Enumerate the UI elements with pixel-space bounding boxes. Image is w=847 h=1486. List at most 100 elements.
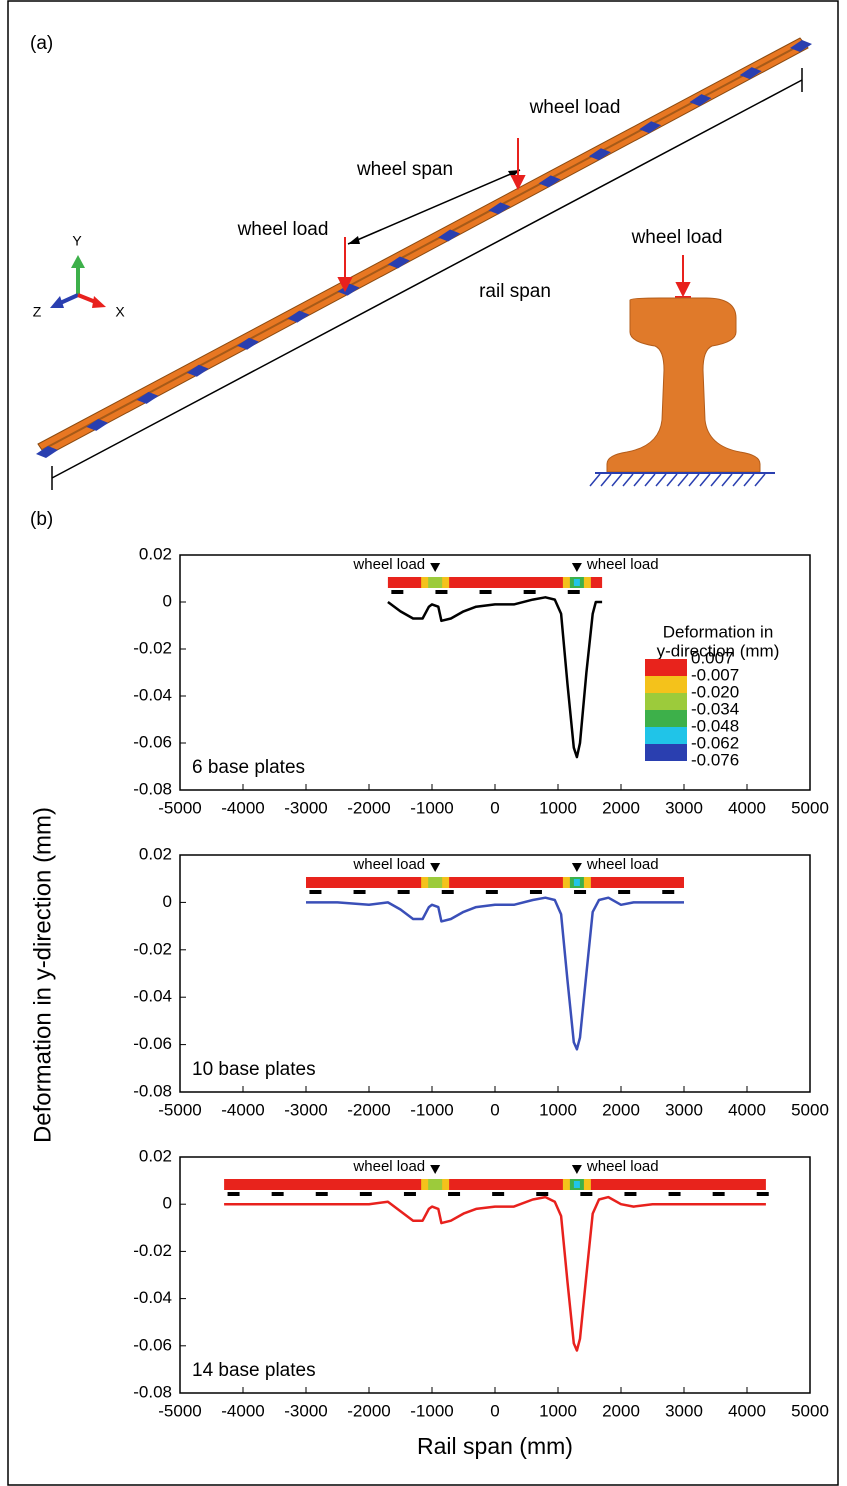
x-tick-label: 4000 [728,1401,766,1420]
base-plate [86,418,109,431]
contour-green [428,877,443,888]
base-plate-mark [529,890,542,894]
x-tick-label: -3000 [284,798,327,817]
y-axis-title: Deformation in y-direction (mm) [29,807,56,1143]
base-plate-mark [227,1192,240,1196]
wheel-load-label: wheel load [352,556,425,573]
contour-cyan [573,1181,580,1188]
rail-contour [387,577,603,588]
panel-label: (b) [30,509,53,530]
base-plate [739,67,762,80]
rail-edge [41,42,805,451]
x-tick-label: -3000 [284,1401,327,1420]
base-plate-mark [435,590,448,594]
diagram-label: wheel load [631,227,723,248]
diagram-label: wheel load [529,97,621,118]
x-tick-label: 5000 [791,798,829,817]
base-plate-mark [397,890,410,894]
x-tick-label: -5000 [158,798,201,817]
contour-cyan [573,879,580,886]
contour-cyan [573,579,580,586]
hatch-line [699,473,711,487]
x-tick-label: -1000 [410,798,453,817]
x-axis-title: Rail span (mm) [417,1433,573,1459]
hatch-line [589,473,601,487]
base-plate [136,391,159,404]
legend-swatch [645,693,687,710]
legend-level: -0.007 [691,665,739,684]
base-plate-mark [403,1192,416,1196]
base-plate-mark [567,590,580,594]
base-plate [588,148,611,161]
load-marker [430,1165,441,1174]
rail-span-line [51,79,803,479]
base-plate-mark [580,1192,593,1196]
base-plate-mark [353,890,366,894]
hatch-line [710,473,722,487]
hatch-line [743,473,755,487]
base-plate-mark [485,890,498,894]
legend-level: -0.062 [691,733,739,752]
legend-title: y-direction (mm) [657,641,780,660]
base-plate [186,364,209,377]
legend-level: -0.020 [691,682,739,701]
base-plate-mark [271,1192,284,1196]
base-plate-mark [756,1192,769,1196]
x-tick-label: 0 [490,798,499,817]
legend-level: -0.034 [691,699,739,718]
axis-letter: Z [33,304,42,320]
y-tick-label: -0.08 [133,1382,172,1401]
hatch-line [622,473,634,487]
x-tick-label: 1000 [539,1401,577,1420]
base-plate-mark [624,1192,637,1196]
figure-border [7,0,839,1486]
chart-annotation: 14 base plates [192,1360,316,1381]
base-plate-mark [315,1192,328,1196]
base-plate-mark [448,1192,461,1196]
x-tick-label: -5000 [158,1401,201,1420]
legend-swatch [645,659,687,676]
x-tick-label: 4000 [728,1100,766,1119]
y-tick-label: -0.08 [133,1081,172,1100]
hatch-line [688,473,700,487]
contour-green [428,1179,443,1190]
load-marker [430,863,441,872]
base-plate-mark [668,1192,681,1196]
x-tick-label: -1000 [410,1401,453,1420]
x-tick-label: -4000 [221,1100,264,1119]
base-plate [488,202,511,215]
x-tick-label: -4000 [221,798,264,817]
axis-letter: X [115,304,125,320]
load-marker [571,863,582,872]
contour-green [428,577,443,588]
load-marker [571,563,582,572]
x-tick-label: 3000 [665,1401,703,1420]
axes-icon [50,255,106,308]
base-plates [36,40,812,458]
y-tick-label: -0.02 [133,939,172,958]
legend-level: -0.076 [691,750,739,769]
legend-swatch [645,676,687,693]
x-tick-label: 0 [490,1100,499,1119]
x-tick-label: 4000 [728,798,766,817]
base-plate-mark [662,890,675,894]
chart-annotation: 10 base plates [192,1059,316,1080]
wheel-load-label: wheel load [586,556,659,573]
base-plate-mark [441,890,454,894]
base-plate [790,40,812,52]
hatch-line [754,473,766,487]
base-plate [36,446,58,458]
hatch-line [611,473,623,487]
y-tick-label: 0 [163,892,172,911]
hatch-line [655,473,667,487]
base-plate [387,256,410,269]
legend-swatch [645,710,687,727]
y-tick-label: -0.06 [133,1335,172,1354]
x-tick-label: 1000 [539,1100,577,1119]
x-tick-label: 5000 [791,1401,829,1420]
diagram-label: wheel span [356,159,453,180]
legend-title: Deformation in [663,622,774,641]
rail-contour [306,877,684,888]
x-tick-label: 2000 [602,1401,640,1420]
y-tick-label: 0.02 [139,544,172,563]
